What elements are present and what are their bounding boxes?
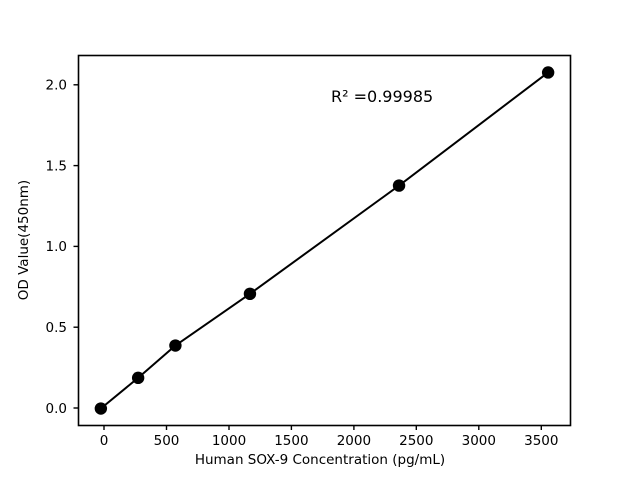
- y-axis-ticks: [73, 84, 79, 409]
- y-tick-label: 1.0: [46, 239, 67, 255]
- x-tick-label: 1500: [274, 433, 308, 449]
- r-squared-annotation: R² =0.99985: [331, 87, 433, 106]
- axes-frame: [77, 54, 572, 427]
- data-point: [169, 339, 182, 352]
- y-tick-label: 0.5: [46, 320, 67, 336]
- data-point: [541, 66, 555, 79]
- x-tick-label: 500: [154, 433, 180, 449]
- y-tick-label: 1.5: [46, 158, 67, 174]
- x-tick-label: 3000: [462, 433, 496, 449]
- data-series: [94, 66, 555, 415]
- data-point: [243, 287, 257, 301]
- y-tick-label: 0.0: [46, 401, 67, 417]
- y-tick-label: 2.0: [46, 78, 67, 94]
- y-axis-label: OD Value(450nm): [16, 180, 32, 300]
- x-axis-tick-labels: 0 500 1000 1500 2000 2500 3000 3500: [100, 433, 559, 449]
- x-tick-label: 0: [100, 433, 109, 449]
- x-axis-label: Human SOX-9 Concentration (pg/mL): [195, 452, 445, 468]
- x-tick-label: 1000: [212, 433, 246, 449]
- series-markers: [94, 66, 555, 415]
- x-tick-label: 2500: [399, 433, 433, 449]
- data-point: [392, 179, 406, 192]
- y-axis-tick-labels: 0.0 0.5 1.0 1.5 2.0: [46, 78, 67, 417]
- data-point: [94, 402, 108, 415]
- x-axis-ticks: [103, 425, 542, 430]
- x-tick-label: 3500: [524, 433, 558, 449]
- data-point: [131, 371, 145, 385]
- series-line: [99, 71, 550, 410]
- x-tick-label: 2000: [337, 433, 371, 449]
